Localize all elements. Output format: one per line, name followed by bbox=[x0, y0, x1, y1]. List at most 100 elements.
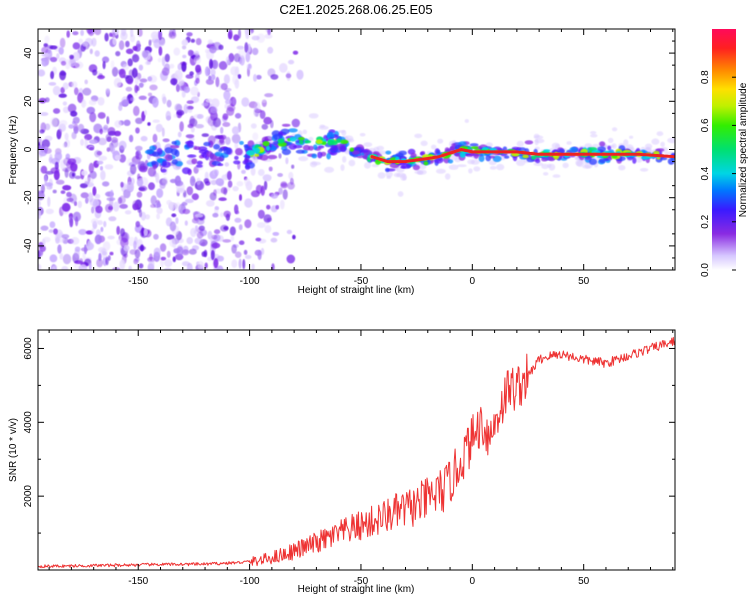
spectrogram-cell bbox=[219, 212, 224, 218]
spectrogram-cell bbox=[195, 38, 202, 46]
spectrogram-cell bbox=[230, 66, 238, 76]
spectrogram-cell bbox=[104, 32, 109, 42]
spectrogram-cell bbox=[304, 140, 312, 144]
spectrogram-cell bbox=[171, 213, 177, 218]
spectrogram-cell bbox=[330, 140, 338, 146]
spectrogram-cell bbox=[169, 221, 177, 232]
spectrogram-cell bbox=[209, 45, 217, 54]
spectrogram-cell bbox=[213, 144, 221, 150]
spectrogram-cell bbox=[302, 144, 311, 151]
spectrogram-cell bbox=[169, 238, 176, 248]
spectrogram-cell bbox=[118, 40, 125, 51]
spectrogram-cell bbox=[59, 70, 66, 81]
spectrogram-cell bbox=[100, 226, 104, 233]
spectrogram-cell bbox=[94, 29, 102, 36]
spectrogram-cell bbox=[102, 61, 106, 70]
spectrogram-cell bbox=[326, 131, 335, 139]
spectrogram-cell bbox=[308, 145, 314, 151]
spectrogram-cell bbox=[238, 240, 245, 245]
spectrogram-cell bbox=[222, 122, 231, 127]
spectrogram-cell bbox=[47, 196, 51, 207]
spectrogram-cell bbox=[98, 253, 102, 262]
spectrogram-cell bbox=[220, 126, 224, 134]
spectrogram-cell bbox=[212, 117, 221, 128]
colorbar-tick-label: 0.2 bbox=[700, 214, 711, 228]
spectrogram-cell bbox=[315, 139, 323, 145]
spectrogram-cell bbox=[182, 54, 187, 59]
spectrogram-cell bbox=[159, 182, 166, 189]
spectrogram-cell bbox=[629, 135, 634, 139]
spectrogram-cell bbox=[262, 141, 270, 147]
spectrogram-cell bbox=[88, 162, 95, 173]
spectrogram-cell bbox=[298, 156, 309, 162]
spectrogram-cell bbox=[227, 180, 233, 188]
spectrogram-cell bbox=[227, 170, 232, 181]
spectrogram-cell bbox=[64, 132, 69, 140]
spectrogram-cell bbox=[161, 168, 167, 173]
spectrogram-cell bbox=[263, 116, 272, 125]
spectrogram-cell bbox=[59, 252, 64, 260]
spectrogram-cell bbox=[141, 50, 149, 58]
spectrogram-cell bbox=[311, 153, 318, 159]
spectrogram-cell bbox=[168, 201, 174, 210]
spectrogram-cell bbox=[72, 31, 79, 36]
spectrogram-cell bbox=[61, 234, 70, 239]
spectrogram-cell bbox=[43, 147, 52, 154]
spectrogram-cell bbox=[373, 146, 380, 153]
spectrogram-cell bbox=[211, 242, 221, 249]
spectrogram-cell bbox=[256, 33, 266, 43]
spectrogram-heatmap bbox=[38, 29, 675, 270]
spectrogram-cell bbox=[464, 119, 469, 123]
spectrogram-cell bbox=[160, 256, 167, 261]
spectrogram-cell bbox=[113, 201, 120, 212]
snr-y-tick-label: 2000 bbox=[23, 485, 34, 508]
spectrogram-cell bbox=[123, 119, 131, 127]
spectrogram-cell bbox=[324, 166, 335, 173]
spectrogram-cell bbox=[128, 236, 135, 247]
spectrogram-cell bbox=[72, 51, 80, 62]
spectrogram-cell bbox=[667, 137, 675, 144]
snr-panel: -150 -100 -50 0 50 6000 4000 2000 Height of str… bbox=[8, 329, 676, 595]
spectrogram-cell bbox=[482, 146, 489, 151]
spectrogram-cell bbox=[147, 166, 157, 177]
spectrogram-cell bbox=[128, 265, 132, 270]
spectrogram-cell bbox=[173, 113, 178, 118]
spectrogram-cell bbox=[473, 166, 481, 172]
spectrogram-cell bbox=[286, 254, 296, 264]
spectrogram-cell bbox=[201, 152, 206, 157]
spectrogram-ridge bbox=[370, 148, 675, 164]
spectrogram-cell bbox=[416, 170, 424, 175]
spectrogram-cell bbox=[201, 251, 207, 257]
spectrogram-cell bbox=[218, 61, 228, 70]
spectrogram-cell bbox=[348, 159, 356, 167]
spectrogram-cell bbox=[138, 209, 143, 218]
spectrogram-cell bbox=[162, 138, 170, 143]
spectrogram-cell bbox=[83, 244, 88, 255]
spectrogram-cell bbox=[217, 163, 224, 167]
spectrogram-cell bbox=[250, 123, 257, 129]
spectrogram-cell bbox=[114, 120, 122, 128]
spectrogram-ticks: -150 -100 -50 0 50 40 20 0 -20 -40 bbox=[23, 29, 675, 287]
spectrogram-cell bbox=[194, 50, 200, 57]
spectrogram-cell bbox=[175, 217, 179, 225]
spectrogram-cell bbox=[132, 45, 138, 51]
spectrogram-cell bbox=[48, 82, 57, 86]
snr-x-tick-label: -100 bbox=[240, 576, 260, 587]
spectrogram-cell bbox=[188, 248, 197, 255]
spectrogram-cell bbox=[458, 141, 467, 146]
spectrogram-x-tick-label: 0 bbox=[470, 276, 476, 287]
spectrogram-cell bbox=[340, 164, 345, 172]
spectrogram-cell bbox=[224, 162, 230, 167]
spectrogram-cell bbox=[170, 144, 180, 149]
spectrogram-cell bbox=[295, 149, 305, 154]
spectrogram-cell bbox=[607, 145, 612, 151]
spectrogram-cell bbox=[175, 180, 184, 187]
spectrogram-cell bbox=[611, 127, 618, 132]
spectrogram-cell bbox=[41, 46, 49, 54]
spectrogram-cell bbox=[541, 163, 549, 170]
spectrogram-cell bbox=[237, 29, 242, 39]
spectrogram-cell bbox=[135, 145, 143, 151]
spectrogram-cell bbox=[235, 210, 240, 215]
spectrogram-cell bbox=[667, 158, 675, 165]
spectrogram-cell bbox=[280, 182, 288, 189]
